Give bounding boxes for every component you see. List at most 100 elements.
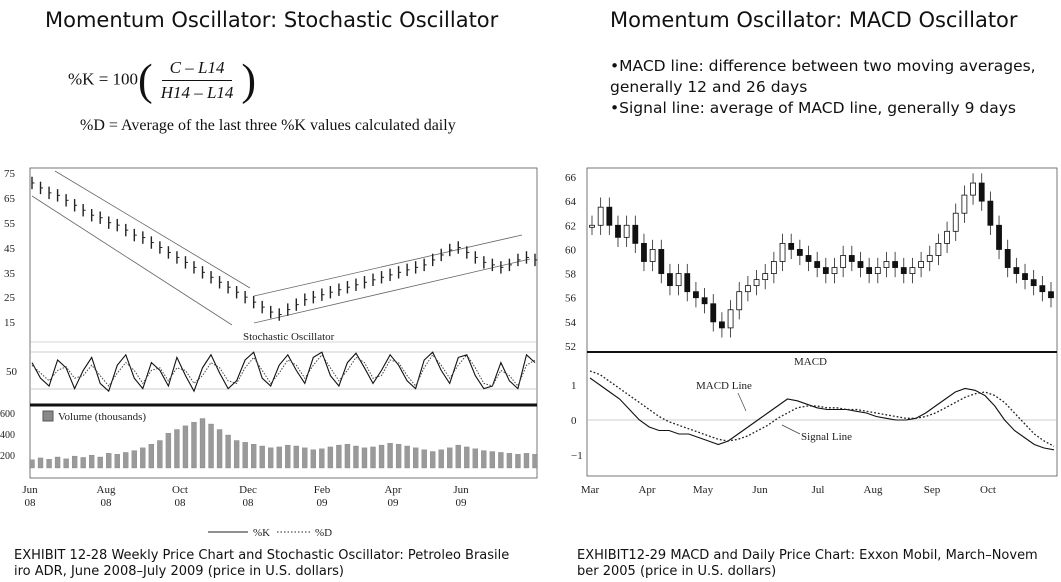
volume-legend-swatch	[42, 410, 54, 422]
right-caption-line1: EXHIBIT12-29 MACD and Daily Price Chart:…	[577, 548, 1038, 563]
price-tick-label: 60	[565, 244, 577, 256]
volume-bar	[404, 445, 410, 469]
volume-bar	[225, 434, 231, 469]
candle-body	[667, 273, 673, 287]
price-tick-label: 64	[565, 196, 577, 208]
candle-body	[1039, 285, 1046, 293]
volume-bar	[319, 448, 325, 469]
candle-body	[874, 267, 881, 274]
volume-bar	[29, 459, 35, 469]
k-formula-lhs: %K = 100	[68, 69, 139, 89]
candle-body	[615, 224, 621, 238]
volume-bar	[378, 444, 385, 469]
candle-body	[796, 249, 803, 256]
macd-panel-label: MACD	[794, 356, 827, 368]
x-tick-month: Oct	[172, 484, 188, 496]
volume-bar	[498, 452, 504, 469]
candle-body	[589, 224, 595, 228]
candle-body	[840, 255, 847, 268]
price-tick-label: 58	[565, 269, 577, 281]
volume-bar	[532, 454, 538, 469]
x-tick-month: Apr	[638, 484, 655, 496]
candle-body	[779, 242, 786, 262]
uptrend-channel-lower	[253, 258, 531, 324]
left-caption-line2: iro ADR, June 2008–July 2009 (price in U…	[14, 564, 345, 579]
volume-bar	[336, 444, 342, 469]
candle-body	[632, 224, 639, 244]
candle-body	[693, 291, 699, 299]
volume-bar	[412, 447, 419, 469]
candle-body	[770, 261, 777, 274]
price-tick-label: 56	[565, 293, 577, 305]
x-tick-month: Jun	[752, 484, 768, 496]
price-tick-label: 54	[565, 317, 577, 329]
volume-bar	[395, 444, 402, 469]
stochastic-chart: 75 65 55 45 35 25 15 50 Stochastic Oscillator Vol…	[0, 167, 538, 539]
x-tick-month: Jul	[812, 484, 825, 496]
volume-bar	[140, 447, 146, 469]
macd-chart: 66 64 62 60 58 56 54 52 MACD 1 0 −1 Mar Apr May Jun Jul A…	[565, 167, 1058, 496]
macd-tick-label: 0	[571, 415, 577, 427]
volume-bar	[251, 444, 257, 469]
volume-bar	[106, 453, 112, 469]
candle-body	[641, 242, 647, 262]
candle-body	[996, 224, 1002, 250]
price-tick-label: 15	[4, 317, 16, 329]
candle-body	[909, 267, 916, 274]
bullet-signal-line: •Signal line: average of MACD line, gene…	[610, 99, 1016, 117]
volume-bar	[302, 447, 308, 469]
chart-frame	[29, 167, 538, 479]
volume-bar	[131, 450, 137, 469]
volume-bar	[216, 429, 223, 469]
price-tick-label: 55	[4, 218, 16, 230]
signal-line	[589, 370, 1055, 447]
volume-bar	[370, 446, 376, 469]
candle-body	[623, 224, 630, 238]
volume-bar	[46, 459, 52, 469]
price-tick-label: 52	[565, 341, 576, 353]
candle-body	[788, 242, 795, 250]
x-tick-month: May	[693, 484, 714, 496]
macd-bullets: •MACD line: difference between two movin…	[610, 56, 1036, 119]
volume-bar	[165, 433, 172, 469]
volume-bar	[199, 418, 206, 469]
x-tick-month: Dec	[239, 484, 257, 496]
macd-line-label: MACD Line	[696, 380, 752, 392]
chart-frame	[586, 167, 1058, 477]
volume-bar	[233, 440, 240, 469]
volume-bar	[123, 452, 129, 469]
candle-body	[701, 297, 708, 305]
right-caption: EXHIBIT12-29 MACD and Daily Price Chart:…	[577, 548, 1038, 580]
x-tick-year: 09	[388, 497, 400, 509]
volume-bar	[157, 440, 163, 469]
candle-body	[814, 261, 821, 268]
left-title: Momentum Oscillator: Stochastic Oscillat…	[45, 8, 499, 32]
signal-line-label: Signal Line	[801, 431, 852, 443]
volume-bar	[506, 453, 513, 469]
volume-bar	[464, 446, 470, 469]
volume-bar	[344, 444, 351, 469]
candle-body	[753, 279, 760, 287]
volume-bar	[148, 444, 155, 469]
k-line	[31, 351, 536, 393]
candle-body	[935, 242, 942, 256]
candle-body	[918, 261, 924, 268]
x-tick-year: 09	[456, 497, 468, 509]
k-formula-numerator: C – L14	[161, 58, 233, 81]
x-tick-month: Aug	[97, 484, 116, 496]
volume-bar	[285, 444, 291, 469]
volume-bar	[447, 447, 453, 469]
volume-bar	[489, 451, 496, 469]
bullet-macd-line: •MACD line: difference between two movin…	[610, 57, 1036, 75]
volume-panel-label: Volume (thousands)	[58, 411, 146, 423]
price-tick-label: 75	[4, 168, 16, 180]
volume-tick-label: 600	[0, 409, 15, 420]
candle-body	[744, 285, 751, 293]
x-tick-month: Oct	[980, 484, 996, 496]
macd-tick-label: 1	[571, 380, 577, 392]
candle-body	[831, 267, 838, 274]
volume-bar	[89, 455, 95, 469]
candle-body	[719, 321, 725, 329]
left-caption-line1: EXHIBIT 12-28 Weekly Price Chart and Sto…	[14, 548, 510, 563]
candle-body	[762, 273, 769, 281]
